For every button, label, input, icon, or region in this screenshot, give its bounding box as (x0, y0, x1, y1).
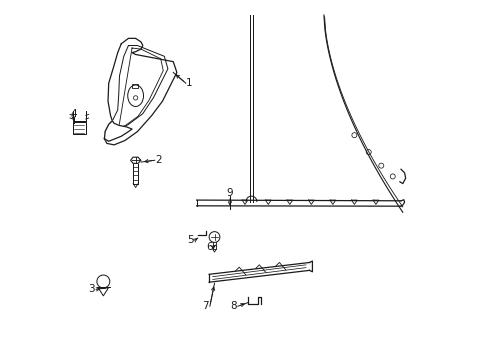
Text: 6: 6 (206, 242, 213, 252)
Bar (73, 122, 86, 134)
Text: 3: 3 (88, 284, 95, 294)
Text: 4: 4 (70, 109, 77, 119)
Text: 8: 8 (230, 301, 237, 311)
Text: 9: 9 (227, 188, 233, 198)
Text: 1: 1 (186, 78, 193, 88)
Text: 5: 5 (187, 235, 194, 245)
Text: 7: 7 (202, 301, 209, 311)
Text: 2: 2 (155, 155, 162, 165)
Bar (132, 84, 139, 88)
Polygon shape (104, 121, 132, 141)
